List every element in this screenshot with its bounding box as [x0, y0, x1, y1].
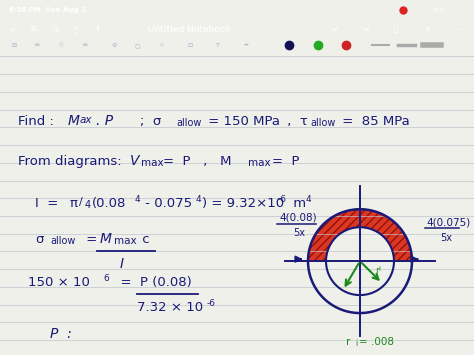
Text: =  P: = P: [272, 155, 300, 168]
Text: =  P   ,   M: = P , M: [163, 155, 231, 168]
Text: ⊞: ⊞: [31, 26, 36, 32]
Text: ⊟: ⊟: [11, 43, 17, 48]
Text: 74%: 74%: [431, 8, 446, 13]
Wedge shape: [308, 209, 412, 261]
Text: 4: 4: [135, 195, 141, 204]
Text: ,  τ: , τ: [283, 115, 308, 128]
Text: M: M: [68, 114, 80, 129]
Text: ✒: ✒: [244, 43, 249, 48]
Text: M: M: [100, 232, 112, 246]
Polygon shape: [308, 209, 412, 261]
Text: 🔖: 🔖: [73, 26, 78, 33]
Text: ⬆: ⬆: [95, 26, 100, 32]
Text: T: T: [216, 43, 220, 48]
Text: max: max: [248, 158, 271, 168]
Text: V: V: [130, 154, 139, 168]
Text: P (0.08): P (0.08): [140, 275, 192, 289]
Text: ↩: ↩: [332, 25, 338, 34]
Text: <: <: [9, 26, 15, 32]
Text: = 150 MPa: = 150 MPa: [204, 115, 280, 128]
Text: 150 × 10: 150 × 10: [28, 275, 90, 289]
Text: max: max: [114, 236, 137, 246]
Text: 4(0.08): 4(0.08): [279, 212, 317, 222]
Text: - 0.075: - 0.075: [141, 197, 192, 210]
Text: allow: allow: [310, 118, 336, 129]
Text: = .008: = .008: [359, 337, 394, 346]
Text: ⊡: ⊡: [187, 43, 192, 48]
Text: Find :: Find :: [18, 115, 54, 128]
Text: ;  σ: ; σ: [140, 115, 161, 128]
Text: ⋯: ⋯: [455, 25, 463, 34]
Text: 4: 4: [196, 195, 201, 204]
Text: 4: 4: [85, 200, 91, 210]
Text: allow: allow: [50, 236, 75, 246]
Text: /: /: [79, 197, 83, 207]
Text: c: c: [138, 233, 150, 246]
Text: ◇: ◇: [59, 43, 64, 48]
Text: =: =: [82, 233, 97, 246]
Text: ⚙: ⚙: [111, 43, 117, 48]
Text: 🗋: 🗋: [393, 25, 398, 34]
Text: allow: allow: [176, 118, 201, 129]
Text: ) = 9.32×10: ) = 9.32×10: [202, 197, 284, 210]
Text: m: m: [289, 197, 306, 210]
Text: I: I: [120, 257, 124, 271]
Text: π: π: [70, 197, 78, 210]
Text: ○: ○: [135, 43, 140, 48]
Text: . P: . P: [96, 114, 113, 129]
Text: -6: -6: [207, 299, 216, 307]
Text: 6: 6: [103, 274, 109, 283]
Text: -6: -6: [278, 195, 287, 204]
Text: ✏: ✏: [35, 43, 41, 48]
Text: 5x: 5x: [293, 228, 305, 237]
Text: 5x: 5x: [441, 233, 453, 243]
Text: 4: 4: [306, 195, 311, 204]
Text: r: r: [375, 266, 379, 275]
Text: From diagrams:: From diagrams:: [18, 155, 122, 168]
Text: r: r: [346, 337, 350, 346]
Text: ax: ax: [80, 115, 92, 125]
Text: Q: Q: [52, 26, 57, 32]
Text: ✕: ✕: [424, 25, 430, 34]
Text: 7.32 × 10: 7.32 × 10: [137, 301, 203, 313]
Text: ☆: ☆: [158, 43, 164, 48]
Text: =: =: [112, 275, 131, 289]
Text: 6:56 PM  Sun Aug 1: 6:56 PM Sun Aug 1: [9, 7, 86, 13]
Text: ✏: ✏: [82, 43, 88, 48]
Text: I  =: I =: [35, 197, 58, 210]
Text: max: max: [141, 158, 164, 168]
Text: i: i: [379, 266, 381, 272]
Text: (0.08: (0.08: [92, 197, 127, 210]
Text: σ: σ: [35, 233, 44, 246]
Text: i: i: [355, 339, 357, 348]
Text: Untitled Notebook: Untitled Notebook: [148, 25, 231, 34]
Text: ↪: ↪: [363, 25, 369, 34]
Text: P  :: P :: [50, 327, 72, 341]
Text: =  85 MPa: = 85 MPa: [338, 115, 410, 128]
Text: 4(0.075): 4(0.075): [427, 217, 471, 227]
